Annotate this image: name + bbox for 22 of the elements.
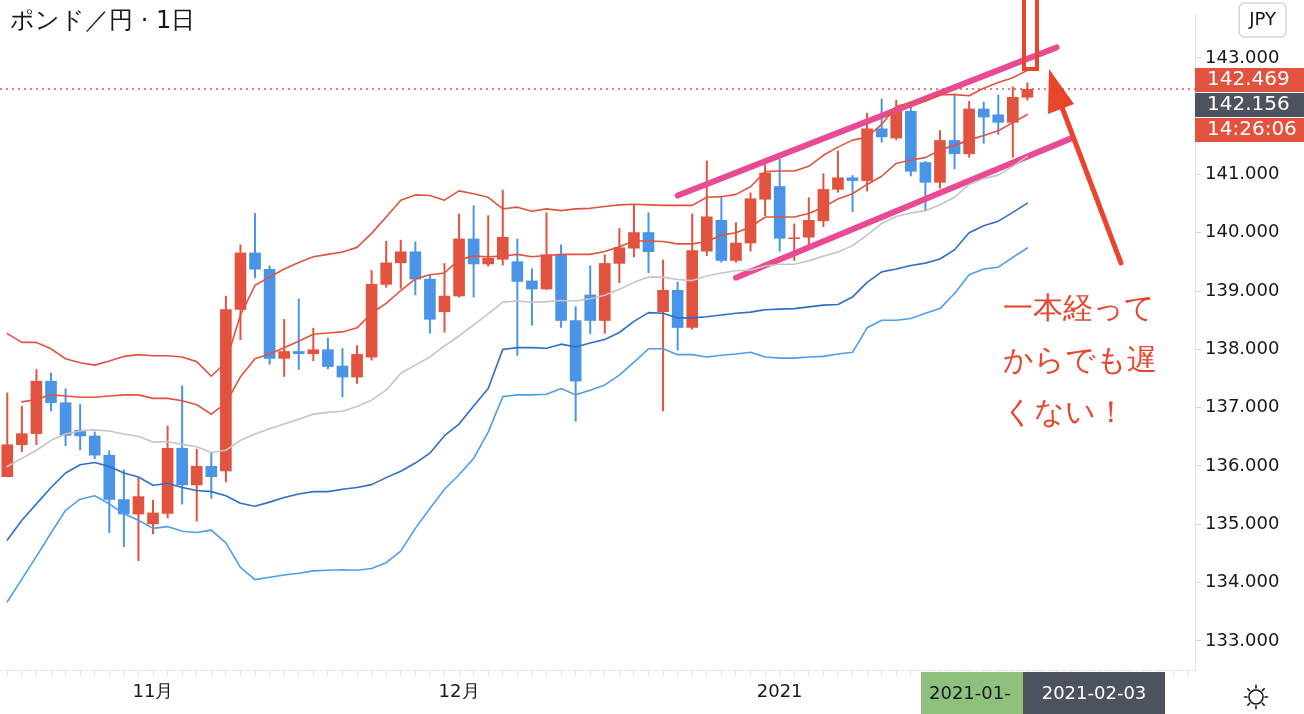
y-tick-label: 138.000 (1205, 337, 1280, 359)
x-tick-label: 12月 (438, 680, 480, 702)
y-tick-label: 135.000 (1205, 511, 1280, 533)
y-tick-label: 137.000 (1205, 395, 1280, 417)
text: 2021-01- (929, 681, 1011, 703)
x-tick-label: 11月 (132, 680, 174, 702)
annotation: 一本経ってからでも遅くない！ (1003, 289, 1157, 429)
y-tick-label: 140.000 (1205, 220, 1280, 242)
y-tick-label: 139.000 (1205, 278, 1280, 300)
y-tick-label: 141.000 (1205, 162, 1280, 184)
y-axis-title: JPY (1248, 7, 1277, 29)
y-tick-label: 134.000 (1205, 570, 1280, 592)
candlestick (292, 298, 305, 370)
y-tick-label: 143.000 (1205, 45, 1280, 67)
text: 142.156 (1207, 91, 1290, 116)
text: 2021-02-03 (1041, 681, 1147, 703)
text: 14:26:06 (1207, 116, 1297, 141)
ref-line-label: 142.469 (1207, 66, 1290, 91)
x-tick-label: 2021 (756, 680, 803, 702)
y-tick-label: 136.000 (1205, 453, 1280, 475)
chart-title: ポンド／円 · 1日 (10, 6, 196, 35)
y-tick-label: 133.000 (1205, 628, 1280, 650)
